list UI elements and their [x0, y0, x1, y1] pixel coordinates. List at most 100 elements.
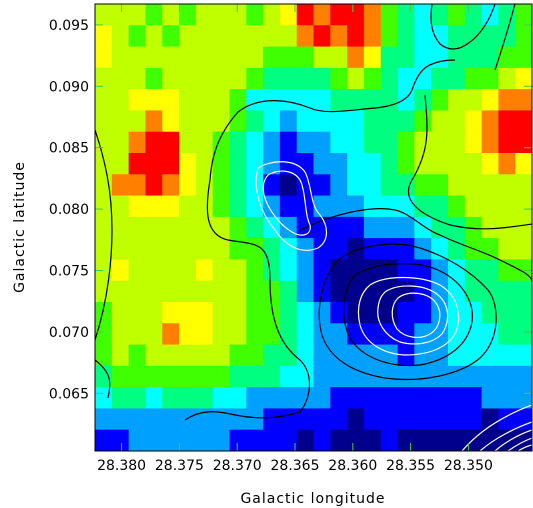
heatmap-cell	[263, 365, 281, 388]
heatmap-cell	[498, 25, 516, 48]
heatmap-cell	[363, 238, 382, 261]
heatmap-cell	[397, 67, 415, 90]
heatmap-cell	[195, 46, 214, 69]
heatmap-cell	[279, 344, 298, 367]
heatmap-cell	[414, 323, 432, 346]
heatmap-cell	[397, 110, 415, 133]
heatmap-cell	[313, 365, 331, 388]
heatmap-cell	[263, 344, 281, 367]
heatmap-cell	[179, 110, 197, 133]
heatmap-cell	[263, 259, 281, 282]
heatmap-cell	[296, 67, 315, 90]
heatmap-cell	[380, 153, 399, 175]
contour-outer-core	[299, 208, 532, 283]
heatmap-cell	[296, 429, 315, 451]
heatmap-cell	[279, 89, 298, 112]
heatmap-cell	[498, 174, 516, 197]
heatmap-cell	[145, 195, 163, 218]
heatmap-cell	[313, 195, 331, 218]
x-tick-label: 28.365	[271, 458, 320, 474]
heatmap-cell	[481, 131, 499, 154]
heatmap-cell	[111, 25, 130, 48]
heatmap-cell	[246, 25, 264, 48]
heatmap-cell	[347, 174, 365, 197]
heatmap-cell	[111, 344, 130, 367]
heatmap-cell	[313, 131, 331, 154]
heatmap-cell	[464, 323, 483, 346]
heatmap-cell	[464, 387, 483, 410]
heatmap-cell	[162, 4, 180, 26]
heatmap-cell	[347, 131, 365, 154]
heatmap-cell	[296, 25, 315, 48]
heatmap-cell	[263, 25, 281, 48]
heatmap-cell	[111, 67, 130, 90]
heatmap-cell	[128, 408, 147, 431]
contour-outer-left	[95, 129, 113, 341]
heatmap-cell	[145, 365, 163, 388]
contour-outer-top	[209, 59, 456, 181]
heatmap-cell	[464, 67, 483, 90]
heatmap-cell	[296, 131, 315, 154]
heatmap-cell	[128, 4, 147, 26]
heatmap-cell	[296, 280, 315, 303]
contour-mid-core	[318, 243, 497, 381]
heatmap-cell	[162, 67, 180, 90]
heatmap-cell	[145, 4, 163, 26]
heatmap-cell	[95, 46, 113, 69]
heatmap-cell	[128, 365, 147, 388]
heatmap-cell	[330, 365, 348, 388]
heatmap-cell	[380, 46, 399, 69]
heatmap-cell	[145, 25, 163, 48]
heatmap-cell	[498, 365, 516, 388]
heatmap-cell	[380, 280, 399, 303]
heatmap-cell	[162, 216, 180, 239]
contour-outer-right-upper	[494, 4, 516, 71]
heatmap-cell	[145, 280, 163, 303]
heatmap-cell	[279, 238, 298, 261]
heatmap-cell	[279, 387, 298, 410]
heatmap-cell	[128, 387, 147, 410]
heatmap-cell	[212, 4, 231, 26]
heatmap-cell	[179, 238, 197, 261]
heatmap-cell	[397, 174, 415, 197]
heatmap-cell	[347, 302, 365, 324]
contour-inner-1	[343, 263, 473, 367]
heatmap-cell	[296, 323, 315, 346]
contour-lines	[95, 4, 532, 451]
heatmap-cell	[111, 174, 130, 197]
heatmap-cell	[498, 259, 516, 282]
heatmap-cell	[481, 387, 499, 410]
heatmap-cell	[347, 238, 365, 261]
heatmap-cell	[330, 195, 348, 218]
heatmap-cell	[431, 365, 449, 388]
heatmap-cell	[447, 46, 466, 69]
heatmap-cell	[313, 174, 331, 197]
heatmap-cell	[145, 408, 163, 431]
heatmap-cell	[195, 323, 214, 346]
heatmap-cell	[229, 67, 247, 90]
heatmap-cell	[414, 4, 432, 26]
heatmap-cell	[111, 46, 130, 69]
heatmap-cell	[229, 238, 247, 261]
heatmap-cell	[347, 110, 365, 133]
heatmap-cell	[481, 89, 499, 112]
heatmap-cell	[111, 216, 130, 239]
heatmap-cell	[195, 110, 214, 133]
heatmap-cell	[431, 429, 449, 451]
heatmap-cell	[515, 174, 532, 197]
heatmap-cell	[447, 110, 466, 133]
heatmap-cell	[414, 174, 432, 197]
heatmap-cell	[431, 89, 449, 112]
heatmap-cell	[195, 408, 214, 431]
heatmap-cell	[481, 344, 499, 367]
heatmap-cell	[95, 302, 113, 324]
heatmap-cell	[515, 153, 532, 175]
heatmap-cell	[447, 67, 466, 90]
heatmap-cell	[313, 429, 331, 451]
y-tick-label: 0.095	[49, 18, 89, 34]
heatmap-cell	[347, 46, 365, 69]
heatmap-cell	[212, 195, 231, 218]
y-tick-label: 0.085	[49, 141, 89, 157]
heatmap-cell	[296, 153, 315, 175]
heatmap-cell	[179, 46, 197, 69]
